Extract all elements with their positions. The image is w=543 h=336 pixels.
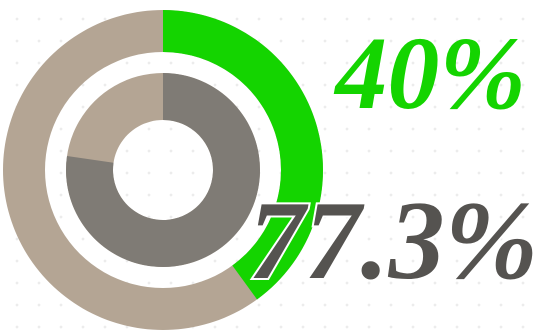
value-label: 77.3% bbox=[249, 179, 538, 303]
labels: 40% 77.3% bbox=[247, 16, 540, 305]
ring-segment bbox=[163, 10, 324, 300]
value-label: 40% bbox=[333, 16, 526, 131]
rings bbox=[2, 10, 324, 330]
ring-segment bbox=[65, 73, 260, 267]
